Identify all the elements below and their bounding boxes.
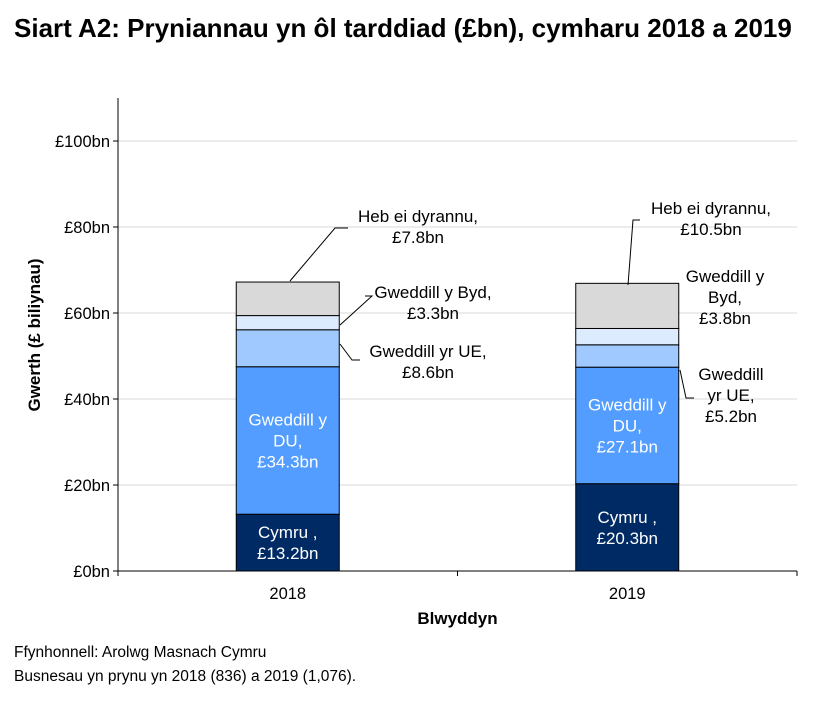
data-label: Heb ei dyrannu, £10.5bn	[651, 199, 771, 239]
y-tick-label: £40bn	[64, 391, 110, 409]
chart-title: Siart A2: Pryniannau yn ôl tarddiad (£bn…	[14, 13, 792, 43]
data-label: Gweddill yr UE, £5.2bn	[698, 365, 763, 426]
bar-segment-2018-heb-ei-dyrannu	[235, 281, 340, 317]
x-tick-label: 2019	[609, 585, 646, 603]
data-label: Gweddill y Byd, £3.8bn	[686, 267, 765, 328]
leader-line	[679, 369, 694, 399]
source-note: Ffynhonnell: Arolwg Masnach Cymru	[14, 644, 267, 661]
bar-segment-2019-cymru	[575, 483, 680, 572]
bar-segment-2018-gweddill-y-byd	[235, 315, 340, 331]
leader-line	[289, 227, 348, 282]
bar-segment-2019-gweddill-y-du	[575, 366, 680, 485]
y-tick-label: £100bn	[55, 133, 110, 151]
leader-line	[339, 295, 374, 326]
bar-segment-2018-gweddill-yr-ue	[235, 329, 340, 368]
data-label: Gweddill y DU, £27.1bn	[588, 395, 667, 456]
y-axis-title: Gwerth (£ biliynau)	[25, 258, 44, 411]
data-label: Gweddill yr UE, £8.6bn	[369, 342, 486, 382]
bar-segment-2019-gweddill-y-byd	[575, 327, 680, 346]
y-tick-label: £80bn	[64, 219, 110, 237]
data-label: Heb ei dyrannu, £7.8bn	[358, 207, 478, 247]
data-label: Cymru , £13.2bn	[257, 523, 318, 563]
x-tick-label: 2018	[269, 585, 306, 603]
y-tick-label: £20bn	[64, 477, 110, 495]
data-label: Gweddill y Byd, £3.3bn	[374, 283, 491, 323]
y-tick-label: £60bn	[64, 305, 110, 323]
y-tick-label: £0bn	[73, 563, 110, 581]
sample-note: Busnesau yn prynu yn 2018 (836) a 2019 (…	[14, 668, 357, 685]
data-label: Gweddill y DU, £34.3bn	[249, 410, 328, 471]
x-axis-title: Blwyddyn	[417, 609, 497, 628]
leader-line	[339, 343, 360, 361]
data-label: Cymru , £20.3bn	[597, 508, 658, 548]
bar-segment-2019-heb-ei-dyrannu	[575, 282, 680, 329]
leader-line	[627, 219, 640, 286]
bar-segment-2019-gweddill-yr-ue	[575, 344, 680, 368]
